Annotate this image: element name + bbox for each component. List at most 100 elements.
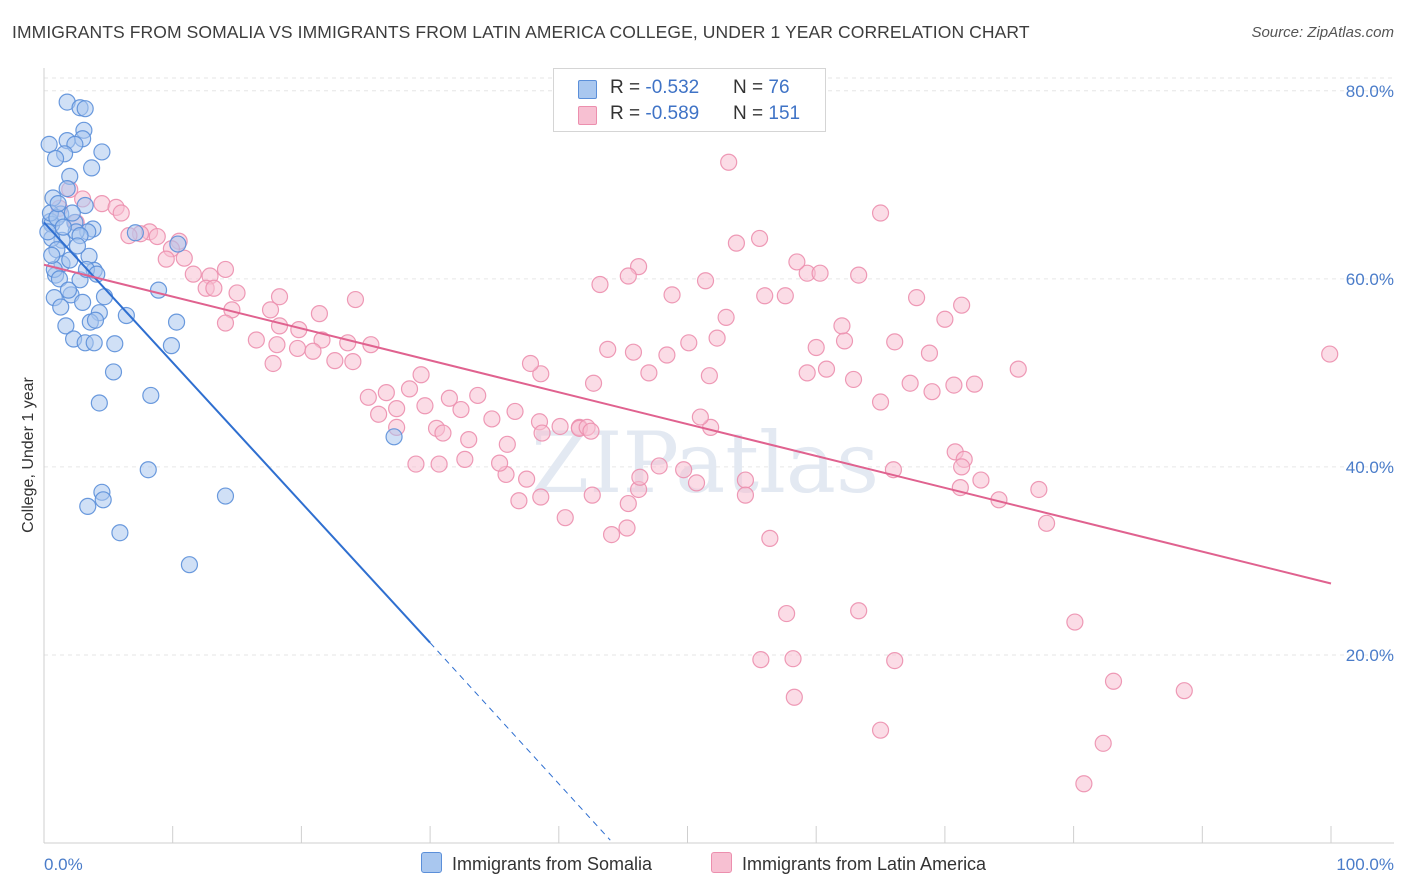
latin-america-point [871,393,890,411]
y-tick-label-60: 60.0% [1346,270,1394,289]
legend-r-value-latin: -0.589 [645,103,700,124]
latin-america-point [469,386,487,405]
correlation-legend: R = -0.532 N = 76 R = -0.589 N = 151 [553,68,826,132]
somalia-point [111,524,129,542]
legend-swatch-somalia [578,80,597,99]
latin-america-point [388,400,406,418]
bottom-legend-swatch-somalia [421,852,442,873]
somalia-point [104,363,123,381]
latin-america-point [407,455,425,473]
latin-america-point [1030,480,1048,499]
somalia-point [90,394,108,412]
latin-america-point [920,344,939,362]
somalia-point [162,337,181,355]
latin-america-point [452,400,470,419]
y-tick-label-40: 40.0% [1346,458,1394,477]
latin-america-point [359,388,377,406]
latin-america-point [953,296,971,314]
somalia-point [385,428,403,446]
latin-america-point [270,288,289,306]
bottom-legend-latin: Immigrants from Latin America [711,852,986,876]
latin-america-point [618,519,636,537]
latin-america-point [696,272,715,290]
latin-america-point [720,153,738,171]
latin-america-point [750,229,769,248]
axes [43,68,1394,844]
somalia-point [142,386,160,405]
latin-america-point [817,360,836,378]
latin-america-point [184,265,202,283]
somalia-point [39,223,57,241]
latin-america-point [1009,360,1027,378]
latin-america-point [1104,672,1123,690]
latin-america-point [972,471,990,489]
latin-america-point [551,417,569,436]
latin-america-point [901,374,919,392]
somalia-point [76,196,94,215]
latin-america-point [216,314,235,332]
bottom-legend-somalia: Immigrants from Somalia [421,852,652,876]
latin-america-point [533,424,551,442]
latin-america-point [923,383,941,401]
latin-america-point [717,308,735,327]
y-tick-label-80: 80.0% [1346,82,1394,101]
latin-america-point [631,468,649,486]
latin-america-point [700,367,718,385]
latin-america-point [261,301,280,319]
latin-america-point [807,338,825,357]
latin-america-point [761,529,779,547]
latin-america-point [756,287,774,305]
latin-america-point [228,284,246,302]
legend-n-label: N = [733,103,769,124]
latin-america-point [886,651,904,670]
somalia-point [79,497,97,515]
latin-america-point [216,260,235,279]
latin-america-point [1175,682,1193,700]
latin-america-point [871,721,890,739]
somalia-point [83,159,101,177]
latin-america-point [344,352,362,371]
somalia-point [57,317,75,335]
latin-america-point [412,366,430,384]
latin-america-point [506,402,524,421]
gridlines [44,77,1394,656]
somalia-point [180,556,199,574]
latin-america-point [326,352,344,370]
latin-america-point [264,354,282,373]
somalia-point [46,149,65,168]
latin-america-point [175,249,193,267]
latin-america-point [663,286,681,304]
latin-america-point [599,340,617,358]
latin-america-point [777,604,796,623]
latin-america-point [93,195,111,213]
latin-america-point [510,492,528,510]
latin-america-point [310,305,329,323]
latin-america-point [844,370,863,389]
bottom-legend-label-somalia: Immigrants from Somalia [452,854,653,874]
somalia-point [59,281,78,299]
somalia-point [74,293,92,311]
somalia-point [95,288,114,306]
somalia-point [94,491,112,509]
latin-america-point [624,343,643,361]
latin-america-point [148,227,166,246]
latin-america-point [811,264,829,282]
somalia-point [117,306,135,325]
latin-america-point [591,275,609,294]
latin-america-point [377,384,395,402]
latin-america-point [490,454,509,472]
somalia-point [169,235,187,253]
latin-america-trend-line [43,263,1332,585]
latin-america-point [268,336,286,354]
latin-america-point [518,470,536,488]
trend-lines [43,221,1332,841]
latin-america-point [583,486,601,504]
latin-america-point [498,435,516,453]
latin-america-point [871,204,890,222]
latin-america-point [304,342,322,360]
somalia-point [126,224,144,242]
latin-america-point [886,333,904,351]
latin-america-point [736,471,755,489]
latin-america-point [798,364,816,382]
